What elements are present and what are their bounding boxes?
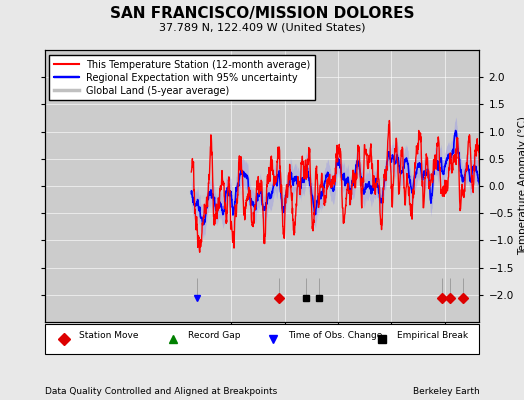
Text: Record Gap: Record Gap [188,332,241,340]
Legend: This Temperature Station (12-month average), Regional Expectation with 95% uncer: This Temperature Station (12-month avera… [49,55,315,100]
Text: 37.789 N, 122.409 W (United States): 37.789 N, 122.409 W (United States) [159,22,365,32]
Text: Berkeley Earth: Berkeley Earth [413,387,479,396]
Y-axis label: Temperature Anomaly (°C): Temperature Anomaly (°C) [518,116,524,256]
Text: Station Move: Station Move [79,332,139,340]
FancyBboxPatch shape [45,324,479,354]
Text: Data Quality Controlled and Aligned at Breakpoints: Data Quality Controlled and Aligned at B… [45,387,277,396]
Text: Empirical Break: Empirical Break [397,332,468,340]
Text: Time of Obs. Change: Time of Obs. Change [288,332,383,340]
Text: SAN FRANCISCO/MISSION DOLORES: SAN FRANCISCO/MISSION DOLORES [110,6,414,21]
